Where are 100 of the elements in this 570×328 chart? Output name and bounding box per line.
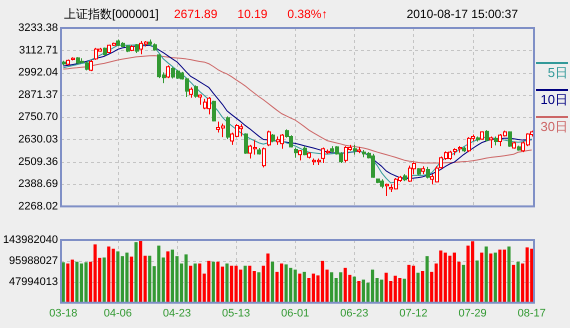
bar [357,280,360,303]
candlestick [239,124,243,137]
candlestick [489,136,493,149]
y-tick-label: 3112.71 [19,44,58,56]
text: 2671.89 [174,7,218,21]
bar [480,252,484,303]
bar [302,272,306,303]
candlestick [262,146,266,168]
candlestick [189,86,193,98]
bar [402,278,406,303]
candlestick [426,166,430,179]
candlestick [467,136,471,153]
bar [516,262,520,303]
bar [170,250,174,303]
bar [230,266,234,303]
candlestick [371,153,375,178]
candlestick [203,98,207,110]
bar [257,272,260,303]
bar [466,246,470,303]
y-tick-label: 2871.37 [18,88,58,101]
bar [502,250,506,303]
y-tick-label: 47994013 [9,276,58,288]
bar [166,251,170,303]
candlestick [212,100,216,122]
x-tick-label: 07-29 [458,307,487,320]
bar [420,270,424,303]
candlestick [280,133,284,150]
candlestick [508,130,512,148]
bar [62,262,65,303]
text: 0.38%↑ [287,7,328,21]
candlestick [194,84,198,98]
bar [189,266,192,303]
y-tick-label: 2750.70 [18,111,58,124]
bar [244,266,247,303]
candlestick [380,178,384,189]
candlestick [89,59,93,72]
bar [130,256,134,303]
candlestick [485,130,489,142]
bar [507,246,511,303]
bar [139,240,142,303]
text: 10.19 [237,7,268,21]
y-tick-label: 3233.38 [18,22,58,34]
bar [426,256,429,303]
candlestick [166,64,170,79]
candlestick [244,132,248,154]
candlestick [298,150,302,161]
bar [489,254,492,303]
bar [125,252,129,303]
bar [298,274,302,303]
candlestick [344,146,348,163]
candlestick [385,183,389,197]
bar [225,264,229,303]
bar [370,270,374,303]
x-tick-label: 03-18 [49,307,78,320]
bar [484,246,488,303]
legend-label: 30日 [536,116,568,134]
candlestick [408,165,412,182]
y-tick-label: 143982040 [2,234,58,246]
x-tick-label: 08-17 [518,307,546,320]
legend-label: 10日 [536,89,568,107]
chart-subtitle: 2010-08-17 15:00:37 [406,7,518,21]
y-tick-label: 2509.36 [18,156,58,168]
candlestick [267,130,271,147]
bar [494,252,497,303]
candlestick [226,116,230,140]
candlestick [353,144,357,156]
bar [320,260,324,303]
bar [476,260,479,303]
bar [352,276,356,303]
x-tick-label: 04-06 [104,307,132,320]
bar [270,262,274,303]
x-tick-label: 05-13 [222,307,250,320]
chart-title: 上证指数[000001] [64,7,159,21]
x-tick-label: 06-01 [281,307,310,320]
bar [280,264,284,303]
y-tick-label: 2630.03 [18,134,58,146]
bar [84,262,88,303]
bar [134,242,138,303]
candlestick [94,47,98,60]
bar [212,262,215,303]
bar [407,264,411,303]
bar [416,272,420,303]
bar [75,262,79,303]
x-tick-label: 04-23 [162,307,192,320]
y-tick-label: 2388.69 [18,178,58,190]
bar [362,280,366,303]
bar [194,264,197,303]
y-tick-label: 2268.02 [18,200,58,212]
legend-label: 5日 [536,62,568,80]
bar [184,254,188,303]
x-tick-label: 06-23 [340,307,368,320]
y-tick-label: 2992.04 [18,66,58,79]
bar [312,274,316,303]
bar [462,264,466,303]
bar [266,254,270,303]
bar [80,264,84,303]
bar [512,264,516,303]
candlestick [294,146,298,158]
y-tick-label: 95988027 [9,254,58,267]
bar [102,257,106,303]
